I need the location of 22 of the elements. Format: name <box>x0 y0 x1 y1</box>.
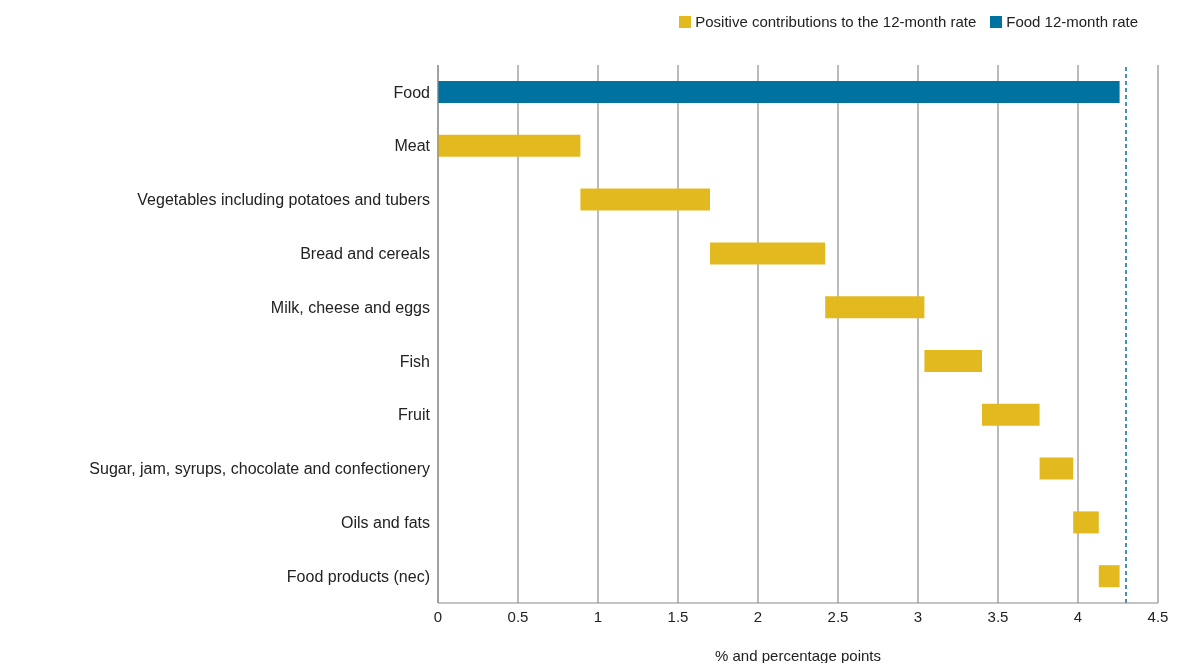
y-tick-label: Sugar, jam, syrups, chocolate and confectionery <box>89 460 430 478</box>
x-tick-label: 2 <box>753 607 763 625</box>
x-tick-label: 0.5 <box>507 607 529 625</box>
x-tick-label: 3.5 <box>987 607 1009 625</box>
legend-label: Food 12-month rate <box>1005 13 1138 30</box>
x-tick-label: 2.5 <box>827 607 849 625</box>
x-tick-label: 1.5 <box>667 607 689 625</box>
y-tick-label: Milk, cheese and eggs <box>270 298 430 316</box>
y-tick-label: Food products (nec) <box>286 567 430 585</box>
x-tick-label: 0 <box>433 607 443 625</box>
x-tick-label: 4 <box>1073 607 1083 625</box>
y-tick-label: Food <box>393 83 430 101</box>
x-tick-label: 1 <box>593 607 603 625</box>
y-tick-label: Oils and fats <box>341 513 430 531</box>
x-tick-label: 3 <box>913 607 923 625</box>
y-tick-label: Vegetables including potatoes and tubers <box>137 191 430 209</box>
y-tick-label: Bread and cereals <box>300 244 430 262</box>
y-tick-label: Meat <box>394 137 431 155</box>
y-tick-label: Fruit <box>398 406 431 424</box>
x-tick-label: 4.5 <box>1147 607 1169 625</box>
legend-label: Positive contributions to the 12-month rate <box>694 13 977 30</box>
y-tick-label: Fish <box>399 352 430 370</box>
